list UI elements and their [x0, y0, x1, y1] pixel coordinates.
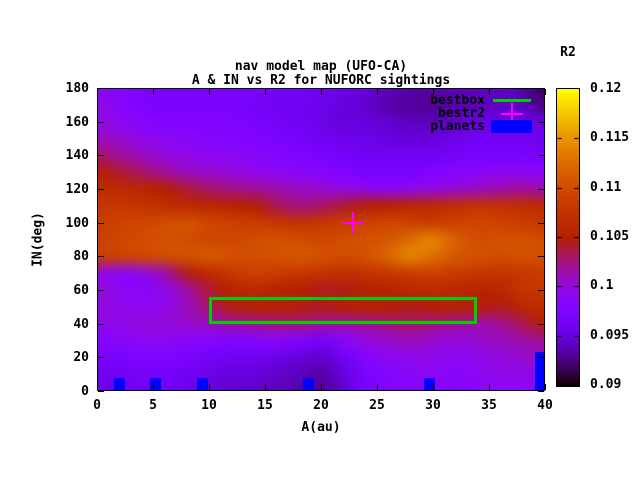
legend-item-bestbox: bestbox: [430, 93, 531, 108]
planet-box: [303, 377, 315, 390]
x-tick-mark: [209, 384, 210, 390]
legend-sample-box-icon: [491, 120, 532, 133]
x-tick-mark: [153, 89, 154, 95]
y-tick-mark: [538, 391, 544, 392]
x-tick-label: 15: [257, 398, 273, 413]
x-tick-mark: [209, 89, 210, 95]
y-tick-label: 160: [65, 114, 89, 130]
planet-box: [196, 377, 208, 390]
y-tick-mark: [98, 256, 104, 258]
planet-box: [534, 352, 545, 390]
y-tick-mark: [538, 256, 544, 258]
y-tick-mark: [98, 357, 104, 359]
y-tick-mark: [98, 222, 104, 224]
x-tick-mark: [265, 89, 266, 95]
x-axis-label: A(au): [301, 420, 341, 435]
legend-item-bestr2: bestr2: [430, 103, 531, 124]
y-tick-mark: [538, 189, 544, 190]
colorbar-tick-label: 0.115: [590, 130, 630, 146]
planet-box: [113, 377, 125, 390]
y-tick-mark: [98, 155, 104, 157]
bestr2-cross-icon: [352, 211, 355, 234]
y-tick-mark: [538, 155, 544, 157]
bestbox-rectangle: [209, 296, 477, 324]
y-tick-mark: [538, 88, 544, 89]
y-tick-label: 0: [81, 384, 89, 399]
x-tick-label: 25: [369, 398, 385, 413]
legend-label: planets: [430, 119, 485, 134]
y-tick-mark: [538, 290, 544, 291]
legend-sample-line-icon: [493, 94, 531, 107]
plot-area: bestbox bestr2 planets: [97, 88, 546, 392]
plot-legend: bestbox bestr2 planets: [430, 93, 532, 134]
x-tick-mark: [321, 89, 322, 95]
heatmap-canvas: [97, 88, 545, 391]
y-tick-mark: [538, 222, 544, 224]
y-tick-label: 40: [73, 316, 89, 332]
legend-item-planets: planets: [430, 119, 532, 134]
x-tick-mark: [489, 89, 490, 95]
legend-label: bestr2: [438, 106, 485, 121]
x-tick-mark: [545, 89, 546, 95]
x-tick-mark: [321, 384, 322, 390]
y-tick-mark: [538, 357, 544, 359]
colorbar-title: R2: [560, 45, 576, 60]
y-tick-label: 60: [73, 283, 89, 298]
x-tick-mark: [489, 384, 490, 390]
y-tick-label: 140: [65, 148, 89, 164]
x-tick-label: 0: [93, 398, 101, 413]
y-tick-label: 120: [65, 182, 89, 197]
plot-subtitle: A & IN vs R2 for NUFORC sightings: [191, 73, 451, 88]
y-tick-mark: [98, 121, 104, 123]
y-tick-mark: [98, 189, 104, 190]
x-tick-mark: [265, 384, 266, 390]
plot-title: nav model map (UFO-CA): [234, 59, 408, 74]
y-tick-mark: [98, 88, 104, 89]
y-tick-mark: [98, 391, 104, 392]
colorbar-tick-label: 0.12: [590, 81, 622, 96]
planet-box: [149, 377, 161, 390]
x-tick-label: 30: [425, 398, 441, 413]
x-tick-label: 20: [313, 398, 329, 413]
y-tick-label: 180: [65, 81, 89, 96]
colorbar-tick-label: 0.095: [590, 327, 630, 343]
x-tick-label: 5: [149, 398, 157, 413]
colorbar-tick-label: 0.11: [590, 179, 622, 195]
colorbar-tick-label: 0.09: [590, 377, 622, 392]
x-tick-mark: [97, 384, 98, 390]
y-tick-label: 100: [65, 215, 89, 231]
legend-sample-cross-icon: [493, 103, 531, 124]
x-tick-mark: [545, 384, 546, 390]
colorbar-tick-label: 0.1: [590, 278, 614, 294]
y-tick-mark: [98, 290, 104, 291]
x-tick-label: 40: [537, 398, 553, 413]
x-tick-mark: [377, 89, 378, 95]
y-axis-label: IN(deg): [30, 212, 46, 267]
colorbar-tick-label: 0.105: [590, 229, 630, 244]
x-tick-label: 35: [481, 398, 497, 413]
y-tick-mark: [538, 121, 544, 123]
y-tick-label: 20: [73, 350, 89, 366]
colorbar-gradient: [556, 88, 580, 387]
y-tick-label: 80: [73, 249, 89, 265]
x-tick-mark: [153, 384, 154, 390]
x-tick-mark: [433, 89, 434, 95]
x-tick-mark: [433, 384, 434, 390]
planet-box: [424, 377, 436, 390]
x-tick-label: 10: [201, 398, 217, 413]
x-tick-mark: [377, 384, 378, 390]
legend-label: bestbox: [430, 93, 485, 108]
y-tick-mark: [98, 323, 104, 325]
y-tick-mark: [538, 323, 544, 325]
x-tick-mark: [97, 89, 98, 95]
